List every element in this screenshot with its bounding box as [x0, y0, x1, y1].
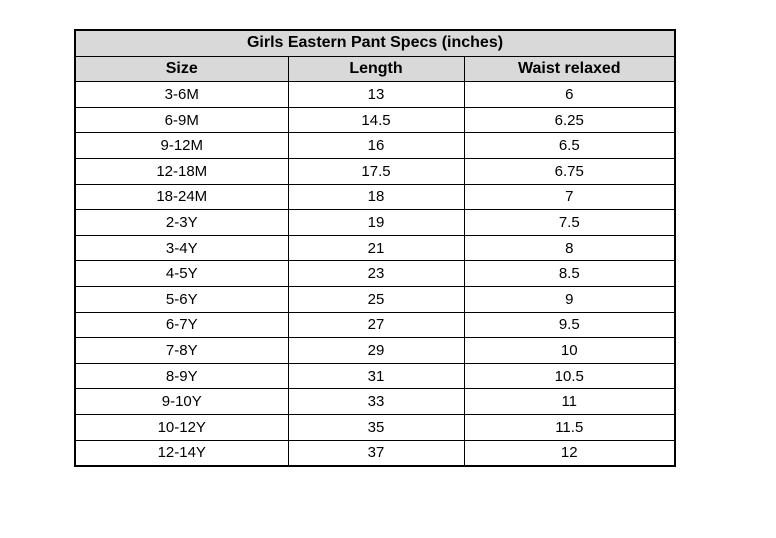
table-row: 9-10Y 33 11 [74, 388, 676, 415]
size-cell: 10-12Y [74, 413, 289, 441]
size-cell: 6-7Y [74, 311, 289, 339]
size-cell: 8-9Y [74, 362, 289, 390]
waist-relaxed-cell: 6.25 [463, 106, 676, 134]
waist-relaxed-cell: 7 [463, 183, 676, 211]
length-cell: 16 [287, 132, 465, 159]
size-cell: 12-14Y [74, 439, 289, 467]
size-cell: 5-6Y [74, 285, 289, 313]
waist-relaxed-cell: 12 [463, 439, 676, 467]
waist-relaxed-cell: 11 [463, 388, 676, 415]
waist-relaxed-cell: 9.5 [463, 311, 676, 339]
length-cell: 19 [287, 209, 465, 236]
waist-relaxed-cell: 6.75 [463, 157, 676, 185]
size-cell: 7-8Y [74, 337, 289, 364]
column-header-length: Length [287, 55, 465, 83]
table-row: 5-6Y 25 9 [74, 285, 676, 313]
size-cell: 3-6M [74, 81, 289, 108]
length-cell: 25 [287, 285, 465, 313]
length-cell: 35 [287, 413, 465, 441]
size-cell: 3-4Y [74, 234, 289, 262]
table-head: Girls Eastern Pant Specs (inches) Size Le… [74, 29, 676, 83]
table-row: 12-14Y 37 12 [74, 439, 676, 467]
column-header-row: Size Length Waist relaxed [74, 55, 676, 83]
length-cell: 37 [287, 439, 465, 467]
table-body: 3-6M 13 6 6-9M 14.5 6.25 9-12M 16 6.5 12-18M 17.5 6… [74, 81, 676, 467]
length-cell: 33 [287, 388, 465, 415]
length-cell: 17.5 [287, 157, 465, 185]
table-title: Girls Eastern Pant Specs (inches) [74, 29, 676, 57]
column-header-size: Size [74, 55, 289, 83]
length-cell: 21 [287, 234, 465, 262]
table-row: 4-5Y 23 8.5 [74, 260, 676, 287]
column-header-waist-relaxed: Waist relaxed [463, 55, 676, 83]
length-cell: 31 [287, 362, 465, 390]
size-cell: 6-9M [74, 106, 289, 134]
table-row: 2-3Y 19 7.5 [74, 209, 676, 236]
length-cell: 29 [287, 337, 465, 364]
length-cell: 27 [287, 311, 465, 339]
size-cell: 18-24M [74, 183, 289, 211]
size-cell: 9-12M [74, 132, 289, 159]
length-cell: 18 [287, 183, 465, 211]
waist-relaxed-cell: 6 [463, 81, 676, 108]
waist-relaxed-cell: 8 [463, 234, 676, 262]
table-row: 10-12Y 35 11.5 [74, 413, 676, 441]
waist-relaxed-cell: 10 [463, 337, 676, 364]
table-row: 18-24M 18 7 [74, 183, 676, 211]
waist-relaxed-cell: 6.5 [463, 132, 676, 159]
title-row: Girls Eastern Pant Specs (inches) [74, 29, 676, 57]
waist-relaxed-cell: 7.5 [463, 209, 676, 236]
size-cell: 4-5Y [74, 260, 289, 287]
size-cell: 9-10Y [74, 388, 289, 415]
table-row: 12-18M 17.5 6.75 [74, 157, 676, 185]
table-row: 8-9Y 31 10.5 [74, 362, 676, 390]
pant-specs-table: Girls Eastern Pant Specs (inches) Size Le… [74, 29, 676, 468]
waist-relaxed-cell: 9 [463, 285, 676, 313]
length-cell: 14.5 [287, 106, 465, 134]
length-cell: 13 [287, 81, 465, 108]
table-row: 7-8Y 29 10 [74, 337, 676, 364]
table-row: 6-7Y 27 9.5 [74, 311, 676, 339]
table-row: 6-9M 14.5 6.25 [74, 106, 676, 134]
waist-relaxed-cell: 8.5 [463, 260, 676, 287]
size-cell: 2-3Y [74, 209, 289, 236]
table-row: 3-6M 13 6 [74, 81, 676, 108]
table-row: 3-4Y 21 8 [74, 234, 676, 262]
length-cell: 23 [287, 260, 465, 287]
waist-relaxed-cell: 10.5 [463, 362, 676, 390]
size-cell: 12-18M [74, 157, 289, 185]
waist-relaxed-cell: 11.5 [463, 413, 676, 441]
table-row: 9-12M 16 6.5 [74, 132, 676, 159]
